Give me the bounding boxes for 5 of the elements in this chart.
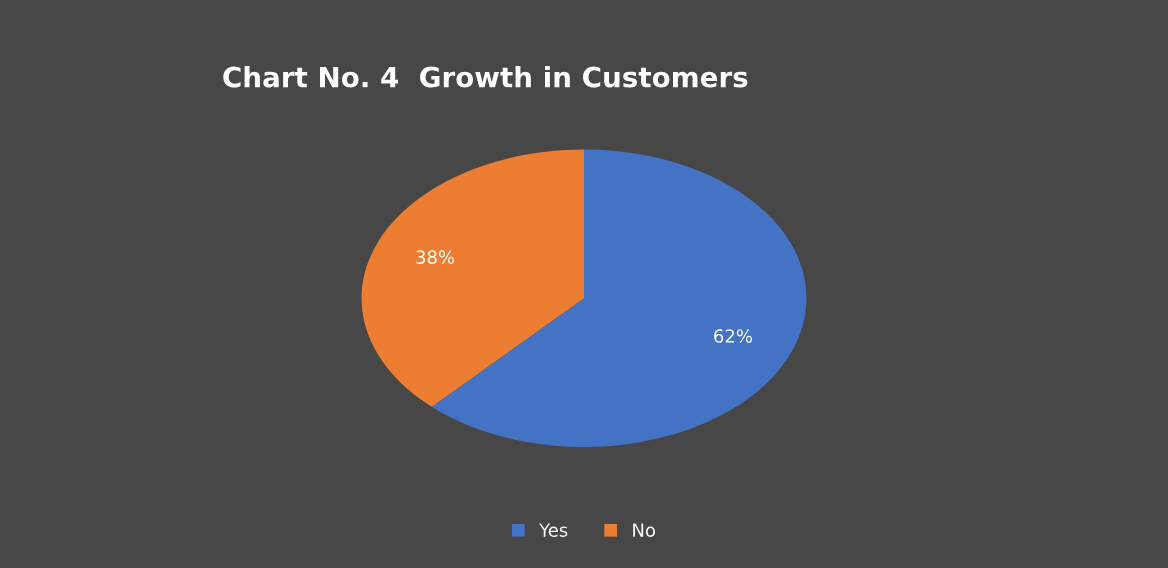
legend-label: Yes [539,523,568,537]
data-label: 62% [714,329,752,343]
chart-title: Chart No. 4 Growth in Customers [223,66,748,88]
legend-label: No [633,523,655,537]
data-label: 38% [416,250,455,265]
